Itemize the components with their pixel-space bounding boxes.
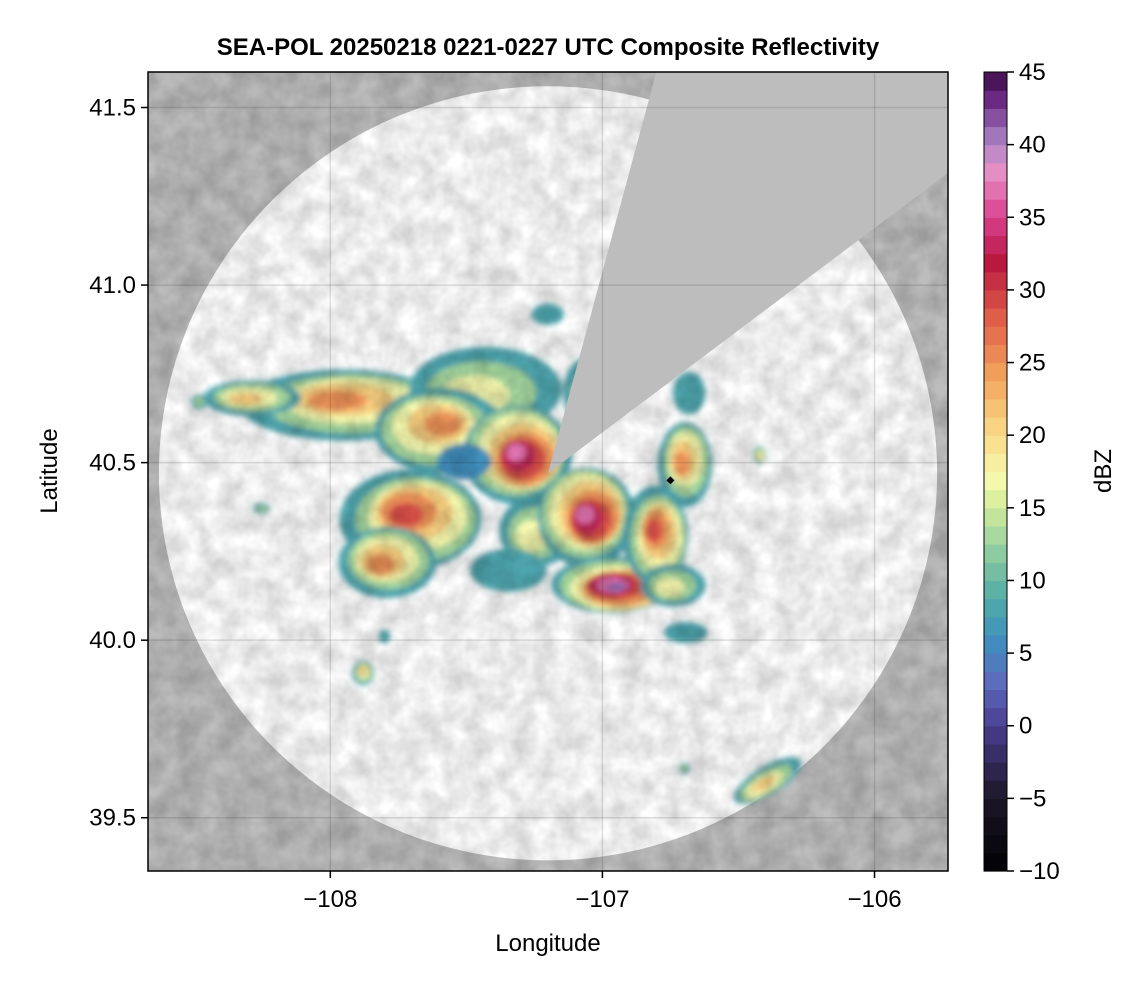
colorbar-segment — [984, 144, 1007, 164]
x-axis: −108 −107 −106 — [303, 871, 902, 913]
colorbar-frame — [983, 71, 1008, 872]
colorbar-segment — [984, 671, 1007, 691]
radar-location-marker — [666, 476, 675, 485]
colorbar-segment — [984, 707, 1007, 727]
colorbar-segment — [984, 453, 1007, 473]
x-axis-label: Longitude — [495, 930, 600, 957]
colorbar-segment — [984, 417, 1007, 436]
colorbar-tick-label: −10 — [1019, 858, 1060, 885]
colorbar-segment — [984, 598, 1007, 618]
colorbar: −10 −5 0 5 10 15 20 25 30 35 40 45 — [983, 59, 1060, 885]
colorbar-segment — [984, 762, 1007, 781]
y-tick-label: 40.0 — [89, 627, 136, 654]
colorbar-segment — [984, 689, 1007, 709]
colorbar-segment — [984, 562, 1007, 582]
colorbar-segment — [984, 253, 1007, 273]
colorbar-segment — [984, 235, 1007, 255]
colorbar-segment — [984, 362, 1007, 382]
colorbar-tick-label: 15 — [1019, 495, 1046, 522]
colorbar-segment — [984, 180, 1007, 200]
colorbar-segment — [984, 471, 1007, 491]
colorbar-tick-label: 10 — [1019, 567, 1046, 594]
colorbar-segment — [984, 616, 1007, 636]
colorbar-segment — [984, 852, 1007, 872]
colorbar-segment — [984, 743, 1007, 763]
colorbar-tick-label: −5 — [1019, 785, 1046, 812]
colorbar-tick-label: 45 — [1019, 59, 1046, 86]
colorbar-tick-label: 20 — [1019, 422, 1046, 449]
y-tick-label: 40.5 — [89, 450, 136, 477]
colorbar-segment — [984, 271, 1007, 291]
colorbar-segment — [984, 162, 1007, 182]
colorbar-segment — [984, 816, 1007, 836]
colorbar-label: dBZ — [1090, 449, 1117, 493]
y-axis: 39.5 40.0 40.5 41.0 41.5 — [89, 95, 148, 832]
plot-frame — [147, 71, 949, 872]
colorbar-segment — [984, 308, 1007, 327]
plot-area — [148, 72, 948, 871]
grid-lines — [148, 72, 948, 871]
colorbar-segment — [984, 289, 1007, 309]
colorbar-segment — [984, 780, 1007, 799]
x-tick-label: −108 — [303, 886, 357, 913]
x-tick-label: −106 — [847, 886, 901, 913]
colorbar-segment — [984, 72, 1007, 91]
y-tick-label: 41.5 — [89, 95, 136, 122]
colorbar-segment — [984, 580, 1007, 600]
colorbar-segment — [984, 834, 1007, 854]
blocked-sector — [548, 72, 948, 474]
colorbar-segment — [984, 344, 1007, 364]
colorbar-segment — [984, 544, 1007, 563]
x-tick-label: −107 — [575, 886, 629, 913]
colorbar-segment — [984, 199, 1007, 218]
colorbar-segment — [984, 326, 1007, 345]
colorbar-tick-label: 0 — [1019, 713, 1032, 740]
colorbar-tick-label: 25 — [1019, 350, 1046, 377]
y-tick-label: 41.0 — [89, 272, 136, 299]
colorbar-segment — [984, 90, 1007, 109]
colorbar-segment — [984, 435, 1007, 454]
colorbar-segment — [984, 798, 1007, 818]
colorbar-segment — [984, 380, 1007, 400]
y-tick-label: 39.5 — [89, 805, 136, 832]
colorbar-tick-label: 40 — [1019, 132, 1046, 159]
colorbar-segment — [984, 217, 1007, 237]
y-axis-label: Latitude — [36, 428, 63, 513]
colorbar-segment — [984, 108, 1007, 128]
colorbar-tick-label: 30 — [1019, 277, 1046, 304]
colorbar-segment — [984, 525, 1007, 545]
colorbar-tick-label: 35 — [1019, 204, 1046, 231]
colorbar-segment — [984, 489, 1007, 509]
colorbar-segment — [984, 634, 1007, 654]
chart-title: SEA-POL 20250218 0221-0227 UTC Composite… — [217, 34, 880, 61]
colorbar-segment — [984, 653, 1007, 672]
colorbar-segment — [984, 398, 1007, 418]
colorbar-segment — [984, 126, 1007, 146]
colorbar-tick-label: 5 — [1019, 640, 1032, 667]
colorbar-segment — [984, 507, 1007, 527]
colorbar-segment — [984, 725, 1007, 745]
